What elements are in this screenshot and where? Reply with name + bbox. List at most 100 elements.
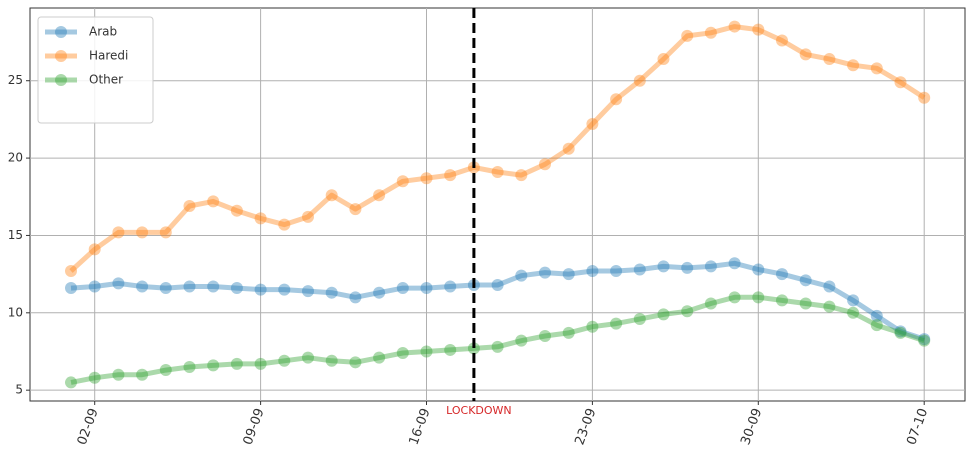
data-point [159,226,172,239]
data-point [870,309,883,322]
data-point [444,169,457,182]
legend-box [37,16,154,124]
data-point [396,175,409,188]
grid [30,8,965,401]
data-point [159,364,172,377]
data-point [657,308,670,321]
data-point [420,172,433,185]
data-point [349,203,362,216]
data-point [870,319,883,332]
data-point [420,345,433,358]
data-point [230,357,243,370]
data-point [539,158,551,171]
data-point [88,243,101,256]
data-point [112,226,125,239]
data-point [657,53,670,66]
data-point [681,305,694,318]
data-point [657,260,670,273]
legend-label: Arab [89,25,117,39]
data-point [325,354,338,367]
x-tick-label: 16-09 [407,406,434,447]
data-point [396,347,409,360]
x-tick-label: 09-09 [241,406,268,447]
data-point [183,200,196,213]
data-point [681,29,694,42]
data-point [349,356,362,369]
data-point [704,297,717,310]
data-point [728,257,741,270]
data-point [349,291,362,304]
data-point [325,286,338,299]
data-point [420,282,433,295]
data-point [112,368,125,381]
data-point [776,34,788,47]
data-point [633,263,646,276]
data-point [136,226,149,239]
y-tick-label: 5 [15,383,23,397]
series-line [70,294,925,385]
data-point [918,333,931,346]
y-tick-label: 20 [8,151,23,165]
data-point [799,48,812,61]
data-point [183,280,196,293]
data-point [254,357,267,370]
data-point [633,312,646,325]
data-point [752,263,765,276]
data-point [183,360,196,373]
data-point [278,283,291,296]
data-point [704,26,717,39]
data-point [847,306,860,319]
data-point [610,93,623,106]
data-point [681,261,694,274]
data-point [65,376,77,389]
data-point [373,351,386,364]
data-point [562,142,575,155]
y-tick-label: 10 [8,305,23,319]
data-point [894,326,907,339]
data-point [302,351,314,364]
data-point [444,280,457,293]
data-point [88,371,101,384]
data-point [65,282,77,295]
data-point [539,330,551,343]
data-point [870,62,883,75]
plot-frame [29,7,966,402]
x-tick-label: 23-09 [572,406,599,447]
x-tick-label: 02-09 [75,406,102,447]
data-point [491,278,504,291]
data-point [586,320,599,333]
series-line [70,260,925,342]
data-point [207,280,220,293]
data-point [207,195,220,208]
data-point [254,212,267,225]
data-point [752,291,765,304]
data-point [562,268,575,281]
data-point [704,260,717,273]
data-point [823,53,836,66]
data-point [136,280,149,293]
data-point [799,274,812,287]
data-point [586,265,599,278]
data-point [515,169,528,182]
data-point [467,342,480,355]
data-point [776,294,788,307]
data-point [776,268,788,281]
data-point [159,282,172,295]
data-point [373,286,386,299]
series-line [69,24,926,273]
x-tick-label: 30-09 [738,406,765,447]
data-point [610,265,623,278]
data-point [823,300,836,313]
data-point [610,317,623,330]
data-point [65,265,77,278]
data-point [302,285,314,298]
data-point [278,218,291,231]
data-point [491,340,504,353]
data-point [325,189,338,202]
data-point [230,282,243,295]
legend-marker [55,74,67,86]
data-point [254,283,267,296]
data-point [728,291,741,304]
